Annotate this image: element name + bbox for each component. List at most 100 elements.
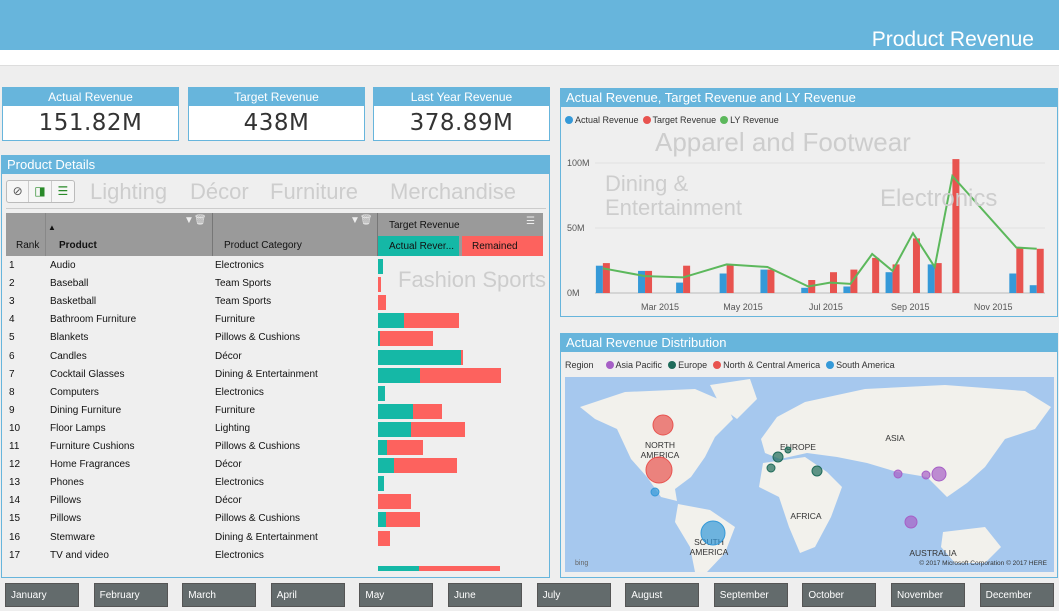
actual-revenue-bar[interactable] [595, 265, 603, 293]
revenue-bubble[interactable] [811, 465, 823, 477]
month-slicer-january[interactable]: January [5, 583, 79, 607]
revenue-bubble[interactable] [893, 469, 903, 479]
revenue-bubble[interactable] [931, 466, 947, 482]
actual-bar [378, 421, 411, 437]
target-revenue-bar[interactable] [767, 269, 775, 293]
month-slicer-november[interactable]: November [891, 583, 965, 607]
table-row[interactable]: 10 Floor Lamps Lighting [6, 420, 543, 438]
product-cell: TV and video [50, 549, 109, 561]
table-row[interactable]: 6 Candles Décor [6, 348, 543, 366]
legend-item[interactable]: Europe [668, 360, 707, 370]
revenue-bubble[interactable] [772, 451, 784, 463]
target-revenue-bar[interactable] [912, 238, 920, 293]
target-revenue-bar[interactable] [602, 263, 610, 293]
month-slicer-august[interactable]: August [625, 583, 700, 607]
africa-landmass [759, 457, 842, 553]
add-column-icon[interactable]: ◨ [29, 181, 52, 202]
settings-icon[interactable]: ☰ [526, 216, 535, 227]
legend-item[interactable]: LY Revenue [720, 115, 779, 125]
rank-cell: 12 [9, 459, 21, 471]
month-slicer-july[interactable]: July [536, 583, 611, 607]
add-row-icon[interactable]: ☰ [57, 184, 69, 198]
table-row[interactable]: 8 Computers Electronics [6, 384, 543, 402]
column-header-remained[interactable]: Remained [462, 236, 543, 256]
filter-delete-icon[interactable]: ▼🗑 [350, 215, 373, 226]
x-tick-label: May 2015 [723, 302, 763, 312]
map-label: AFRICA [790, 511, 822, 521]
rank-cell: 13 [9, 477, 21, 489]
month-slicer-may[interactable]: May [359, 583, 434, 607]
table-row[interactable]: 15 Pillows Pillows & Cushions [6, 510, 543, 528]
target-revenue-bar[interactable] [952, 159, 960, 293]
legend-item[interactable]: Target Revenue [642, 115, 716, 125]
revenue-bubble[interactable] [766, 463, 776, 473]
table-row[interactable]: 5 Blankets Pillows & Cushions [6, 329, 543, 347]
month-slicer-september[interactable]: September [713, 583, 788, 607]
actual-bar [378, 385, 385, 401]
revenue-bubble[interactable] [700, 520, 726, 546]
legend-item[interactable]: Asia Pacific [605, 360, 662, 370]
revenue-bubble[interactable] [921, 470, 931, 480]
target-revenue-bar[interactable] [892, 264, 900, 293]
month-slicer-february[interactable]: February [93, 583, 168, 607]
table-row[interactable]: 1 Audio Electronics [6, 257, 543, 275]
actual-revenue-bar[interactable] [801, 287, 809, 293]
revenue-bubble[interactable] [652, 414, 674, 436]
actual-revenue-bar[interactable] [760, 269, 768, 293]
column-header-actual[interactable]: Actual Rever... [378, 236, 459, 256]
table-row[interactable]: 12 Home Fragrances Décor [6, 456, 543, 474]
target-revenue-bar[interactable] [1016, 247, 1024, 294]
table-row[interactable]: 7 Cocktail Glasses Dining & Entertainmen… [6, 366, 543, 384]
table-row[interactable]: 14 Pillows Décor [6, 492, 543, 510]
table-row[interactable]: 17 TV and video Electronics [6, 547, 543, 565]
revenue-bubble[interactable] [650, 487, 660, 497]
actual-revenue-bar[interactable] [1009, 273, 1017, 294]
revenue-bubble[interactable] [645, 456, 673, 484]
column-header-product-category[interactable]: Product Category [224, 240, 302, 251]
table-row[interactable]: 9 Dining Furniture Furniture [6, 402, 543, 420]
actual-revenue-bar[interactable] [719, 273, 727, 294]
month-slicer-october[interactable]: October [802, 583, 877, 607]
target-revenue-bar[interactable] [683, 265, 691, 293]
revenue-bubble[interactable] [904, 515, 918, 529]
target-revenue-bar[interactable] [726, 264, 734, 293]
target-revenue-bar[interactable] [872, 257, 880, 293]
table-row[interactable]: 3 Basketball Team Sports [6, 293, 543, 311]
actual-revenue-bar[interactable] [1029, 285, 1037, 293]
world-map[interactable]: NORTHAMERICAEUROPEASIAAFRICASOUTHAMERICA… [565, 377, 1054, 572]
target-revenue-bar[interactable] [1036, 248, 1044, 293]
legend-item[interactable]: North & Central America [713, 360, 820, 370]
eurasia-landmass [761, 385, 1051, 497]
month-slicer-april[interactable]: April [270, 583, 345, 607]
column-header-product[interactable]: Product [59, 240, 97, 251]
column-header-rank[interactable]: Rank [16, 240, 40, 251]
target-revenue-bar[interactable] [850, 269, 858, 293]
table-row[interactable]: 13 Phones Electronics [6, 474, 543, 492]
actual-revenue-bar[interactable] [676, 282, 684, 293]
remained-bar [378, 530, 390, 546]
category-cell: Electronics [215, 386, 264, 398]
target-revenue-bar[interactable] [645, 270, 653, 293]
ly-revenue-line[interactable] [602, 173, 1037, 288]
column-header-target-revenue[interactable]: Target Revenue [389, 220, 460, 231]
actual-revenue-bar[interactable] [927, 264, 935, 293]
target-revenue-bar[interactable] [934, 263, 942, 293]
table-row[interactable]: 11 Furniture Cushions Pillows & Cushions [6, 438, 543, 456]
x-tick-label: Jul 2015 [809, 302, 843, 312]
table-row[interactable]: 2 Baseball Team Sports [6, 275, 543, 293]
clear-filter-icon[interactable]: ⊘ [7, 181, 30, 202]
legend-item[interactable]: Actual Revenue [565, 115, 639, 125]
category-cell: Pillows & Cushions [215, 332, 301, 344]
actual-revenue-bar[interactable] [885, 272, 893, 293]
revenue-bubble[interactable] [784, 446, 792, 454]
table-row[interactable]: 4 Bathroom Furniture Furniture [6, 311, 543, 329]
legend-item[interactable]: South America [826, 360, 895, 370]
month-slicer-june[interactable]: June [448, 583, 522, 607]
month-slicer-december[interactable]: December [979, 583, 1054, 607]
sort-ascending-icon[interactable]: ▲ [48, 223, 56, 232]
month-slicer-march[interactable]: March [182, 583, 257, 607]
actual-revenue-bar[interactable] [638, 270, 646, 293]
actual-revenue-bar[interactable] [843, 286, 851, 294]
filter-delete-icon[interactable]: ▼🗑 [184, 215, 207, 226]
table-row[interactable]: 16 Stemware Dining & Entertainment [6, 529, 543, 547]
